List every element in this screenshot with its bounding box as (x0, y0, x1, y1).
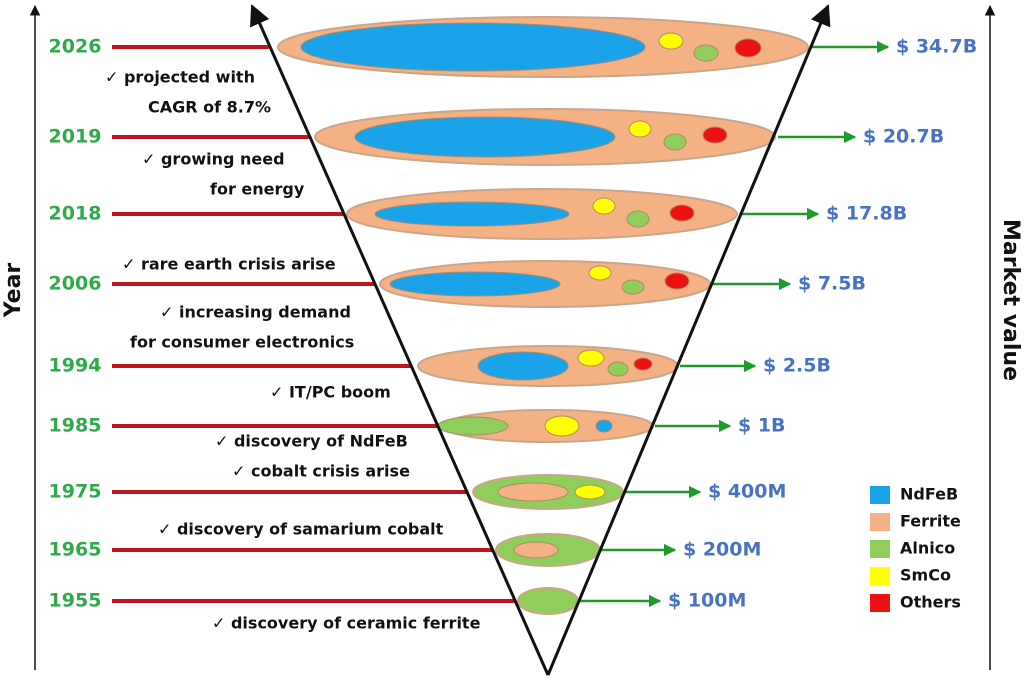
segment (702, 126, 728, 144)
legend-swatch (870, 486, 890, 504)
market-value: $ 17.8B (826, 203, 907, 225)
segment (607, 361, 629, 377)
market-value: $ 2.5B (763, 355, 831, 377)
segment (592, 197, 616, 215)
legend-swatch (870, 594, 890, 612)
legend-label: Alnico (900, 539, 955, 558)
year-label: 2019 (49, 126, 102, 148)
segment (300, 22, 646, 72)
legend-label: SmCo (900, 566, 951, 585)
segment (633, 357, 653, 371)
segment (354, 116, 616, 158)
segment (374, 201, 570, 227)
year-label: 2018 (49, 203, 102, 225)
milestone-note: ✓ discovery of samarium cobalt (158, 520, 444, 539)
segment (595, 419, 613, 433)
layers (112, 16, 890, 615)
legend-swatch (870, 513, 890, 531)
labels: 2026 $ 34.7B 2019 $ 20.7B 2018 $ 17.8B 2006 $ 7… (49, 36, 978, 633)
segment (621, 279, 645, 295)
funnel-left (250, 4, 550, 676)
milestone-note: ✓ rare earth crisis arise (122, 255, 336, 274)
milestone-note: ✓ IT/PC boom (270, 383, 391, 402)
milestone-note: ✓ discovery of NdFeB (215, 432, 408, 451)
market-value: $ 200M (683, 539, 761, 561)
segment (513, 541, 559, 559)
segment (658, 32, 684, 50)
milestone-note: ✓ projected with (105, 68, 255, 87)
segment (663, 133, 687, 151)
segment (577, 349, 605, 367)
segment (693, 44, 719, 62)
year-label: 1965 (49, 539, 102, 561)
layer (517, 587, 579, 615)
legend-label: NdFeB (900, 485, 958, 504)
segment (574, 484, 606, 500)
year-label: 1994 (49, 355, 102, 377)
segment (626, 210, 650, 228)
legend-swatch (870, 540, 890, 558)
segment (389, 271, 561, 297)
market-value: $ 34.7B (896, 36, 977, 58)
legend-label: Others (900, 593, 961, 612)
legend-swatch (870, 567, 890, 585)
market-value: $ 100M (668, 590, 746, 612)
year-label: 1975 (49, 481, 102, 503)
segment (734, 38, 762, 58)
market-value: $ 7.5B (798, 273, 866, 295)
milestone-note: CAGR of 8.7% (148, 98, 271, 117)
segment (664, 272, 690, 290)
market-value: $ 20.7B (863, 126, 944, 148)
value-axis-label: Market value (998, 219, 1023, 381)
year-axis-label: Year (1, 263, 26, 319)
segment (628, 120, 652, 138)
milestone-note: for energy (210, 180, 305, 199)
milestone-note: ✓ discovery of ceramic ferrite (212, 614, 481, 633)
segment (588, 265, 612, 281)
segment (669, 204, 695, 222)
market-value: $ 1B (738, 415, 786, 437)
year-label: 1985 (49, 415, 102, 437)
segment (477, 351, 569, 381)
year-label: 2006 (49, 273, 102, 295)
segment (544, 415, 580, 437)
milestone-note: for consumer electronics (130, 333, 354, 352)
funnel-right (546, 4, 831, 676)
milestone-note: ✓ increasing demand (160, 303, 351, 322)
milestone-note: ✓ growing need (142, 150, 285, 169)
segment (497, 482, 569, 502)
year-label: 2026 (49, 36, 102, 58)
market-value: $ 400M (708, 481, 786, 503)
legend-label: Ferrite (900, 512, 961, 531)
year-label: 1955 (49, 590, 102, 612)
milestone-note: ✓ cobalt crisis arise (232, 462, 410, 481)
segment (437, 416, 509, 436)
